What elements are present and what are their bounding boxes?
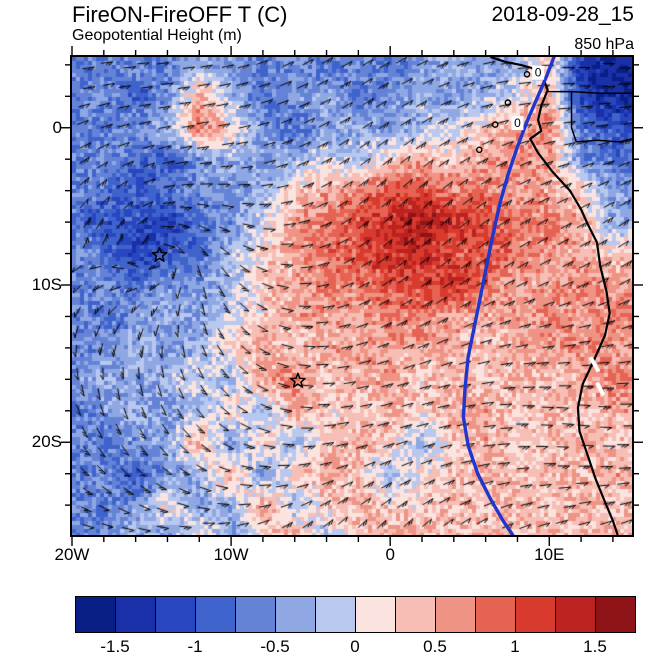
map-overlay: 00 — [151, 57, 632, 535]
colorbar-segment — [475, 596, 516, 633]
pressure-level-label: 850 hPa — [574, 36, 634, 53]
x-tick-label: 0 — [385, 545, 395, 564]
colorbar-segment — [555, 596, 596, 633]
africa-coastline — [490, 57, 619, 535]
island-marker — [475, 146, 483, 154]
x-tick-label: 10W — [213, 545, 249, 564]
temperature-anomaly-heatmap — [72, 57, 632, 535]
island-marker — [523, 70, 531, 78]
colorbar-segment — [75, 596, 116, 633]
colorbar-tick-label: -1 — [187, 637, 203, 656]
island-marker — [491, 121, 499, 128]
white-dash-mark — [595, 381, 606, 397]
island-marker — [504, 99, 512, 106]
colorbar-segment — [595, 596, 636, 633]
colorbar-tick-label: -1.5 — [100, 637, 130, 656]
chart-timestamp: 2018-09-28_15 — [491, 3, 634, 26]
colorbar-tick-label: 1.5 — [583, 637, 607, 656]
y-tick-label: 20S — [31, 432, 62, 452]
x-tick-label: 20W — [54, 545, 90, 564]
colorbar-tick-label: 0.5 — [423, 637, 447, 656]
colorbar-segment — [115, 596, 156, 633]
colorbar-segment — [435, 596, 476, 633]
colorbar — [75, 596, 636, 633]
contour-label: 0 — [535, 66, 542, 80]
colorbar-segment — [515, 596, 556, 633]
colorbar-segment — [275, 596, 316, 633]
contour-label-bg — [532, 65, 545, 80]
contour-label-bg — [511, 116, 524, 131]
chart-title: FireON-FireOFF T (C) — [72, 2, 288, 27]
colorbar-tick-label: 1 — [510, 637, 520, 656]
y-tick-label: 0 — [52, 117, 62, 137]
white-dash-mark — [588, 356, 601, 373]
colorbar-segment — [155, 596, 196, 633]
colorbar-segment — [355, 596, 396, 633]
colorbar-tick-label: 0 — [350, 637, 360, 656]
star-marker — [151, 246, 168, 262]
country-border-line — [547, 90, 632, 94]
country-border-line — [570, 91, 578, 143]
colorbar-tick-label: -0.5 — [260, 637, 290, 656]
y-tick-label: 10S — [31, 274, 62, 294]
geopotential-zero-contour — [461, 57, 556, 535]
contour-label: 0 — [514, 116, 521, 130]
country-border-line — [576, 138, 632, 143]
colorbar-segment — [195, 596, 236, 633]
colorbar-segment — [235, 596, 276, 633]
colorbar-segment — [315, 596, 356, 633]
star-marker — [290, 372, 306, 388]
x-tick-label: 10E — [534, 545, 565, 564]
chart-subtitle: Geopotential Height (m) — [72, 27, 242, 44]
colorbar-segment — [395, 596, 436, 633]
